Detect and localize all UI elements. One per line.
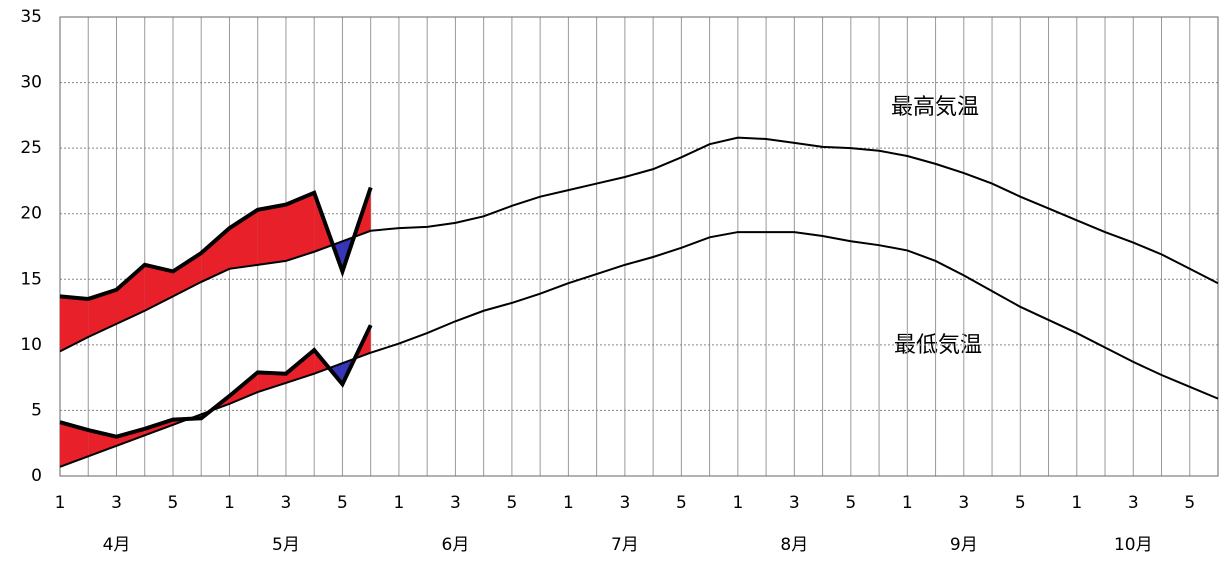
- x-tick-label: 3: [450, 493, 461, 513]
- x-tick-label: 3: [619, 493, 630, 513]
- x-tick-label: 1: [394, 493, 405, 513]
- x-tick-label: 1: [1071, 493, 1082, 513]
- anomaly-fill: [116, 428, 145, 446]
- x-tick-label: 1: [732, 493, 743, 513]
- anomaly-fills: [60, 187, 371, 467]
- x-tick-label: 1: [224, 493, 235, 513]
- anomaly-fill: [60, 422, 89, 467]
- x-tick-label: 3: [281, 493, 292, 513]
- annotation: 最高気温: [891, 95, 979, 120]
- y-tick-label: 0: [31, 466, 42, 486]
- x-tick-label: 1: [55, 493, 66, 513]
- line: [59, 136, 1219, 353]
- x-tick-label: 5: [168, 493, 179, 513]
- anomaly-fill: [201, 228, 230, 282]
- x-tick-label: 3: [111, 493, 122, 513]
- y-tick-label: 25: [20, 138, 42, 158]
- month-label: 7月: [611, 535, 639, 555]
- anomaly-fill: [257, 204, 286, 265]
- month-label: 6月: [442, 535, 470, 555]
- x-tick-label: 5: [676, 493, 687, 513]
- anomaly-fill: [60, 296, 89, 352]
- anomaly-fill: [172, 253, 202, 297]
- x-tick-label: 3: [789, 493, 800, 513]
- month-label: 5月: [272, 535, 300, 555]
- line: [59, 324, 373, 439]
- month-label: 9月: [950, 535, 978, 555]
- y-tick-label: 10: [20, 335, 42, 355]
- y-tick-label: 5: [31, 400, 42, 420]
- x-tick-label: 5: [506, 493, 517, 513]
- line: [59, 231, 1219, 468]
- x-tick-label: 1: [563, 493, 574, 513]
- anomaly-fill: [285, 192, 315, 261]
- x-tick-label: 1: [902, 493, 913, 513]
- month-label: 8月: [780, 535, 808, 555]
- x-tick-label: 3: [1128, 493, 1139, 513]
- anomaly-fill: [257, 372, 286, 393]
- y-tick-label: 15: [20, 269, 42, 289]
- line: [59, 186, 373, 301]
- plot-frame: [59, 16, 1219, 477]
- lines: [59, 136, 1219, 468]
- y-tick-label: 35: [20, 7, 42, 27]
- x-tick-label: 5: [337, 493, 348, 513]
- y-tick-label: 30: [20, 73, 42, 93]
- x-tick-label: 3: [958, 493, 969, 513]
- anomaly-fill: [116, 264, 145, 324]
- annotation: 最低気温: [894, 333, 982, 358]
- month-label: 4月: [103, 535, 131, 555]
- x-tick-label: 5: [1015, 493, 1026, 513]
- x-tick-label: 5: [845, 493, 856, 513]
- x-tick-label: 5: [1184, 493, 1195, 513]
- anomaly-fill: [88, 289, 117, 337]
- month-label: 10月: [1114, 535, 1153, 555]
- y-tick-label: 20: [20, 204, 42, 224]
